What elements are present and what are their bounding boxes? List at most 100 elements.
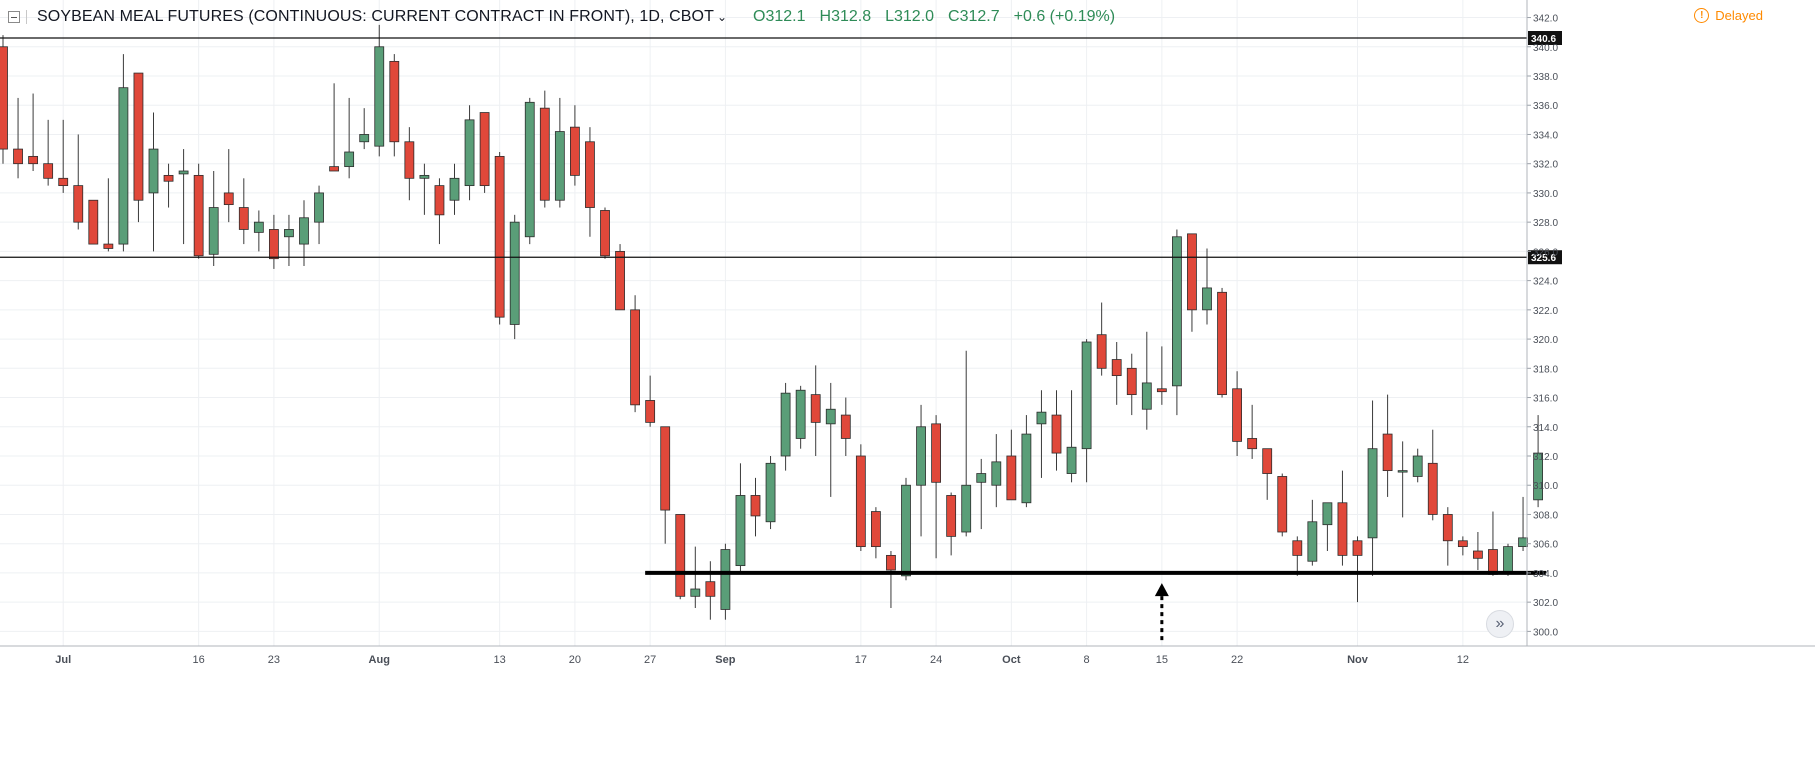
high-value: H312.8	[819, 8, 872, 25]
price-tick-label: 328.0	[1533, 218, 1558, 229]
candle	[615, 244, 625, 311]
candle	[1337, 470, 1348, 566]
candle-body	[961, 484, 972, 533]
candle-body	[1172, 236, 1182, 387]
candle-body	[494, 155, 505, 318]
candle	[1262, 448, 1273, 500]
candle-body	[871, 511, 881, 548]
candle	[1111, 342, 1122, 405]
candle-body	[88, 199, 99, 245]
candle-body	[780, 392, 791, 457]
candle	[118, 54, 129, 252]
candle-body	[1307, 521, 1318, 562]
candle	[238, 178, 249, 245]
candle-body	[284, 229, 294, 238]
time-tick-label: 20	[569, 654, 581, 666]
delayed-badge[interactable]: ! Delayed	[1694, 8, 1763, 23]
candle	[464, 105, 475, 201]
candle-body	[600, 210, 610, 257]
time-tick-label: 27	[644, 654, 656, 666]
candle-body	[208, 207, 219, 255]
candle	[946, 492, 957, 556]
candle-body	[524, 101, 535, 238]
candle	[0, 35, 8, 164]
candle-body	[1533, 452, 1543, 501]
candle-body	[223, 192, 234, 206]
time-tick-label: Sep	[715, 654, 735, 666]
candle	[630, 295, 640, 413]
candle-body	[314, 192, 324, 223]
candle	[795, 385, 806, 449]
candle	[419, 163, 430, 215]
candle-body	[13, 148, 23, 165]
candle-body	[1006, 455, 1017, 501]
time-tick-label: 15	[1156, 654, 1168, 666]
candle-body	[133, 72, 144, 201]
candle	[1051, 390, 1062, 471]
horizontal-lines[interactable]: 340.6 325.6	[0, 31, 1562, 265]
candle-body	[1262, 448, 1273, 474]
candle	[509, 214, 520, 340]
symbol-title[interactable]: SOYBEAN MEAL FUTURES (CONTINUOUS: CURREN…	[37, 8, 714, 25]
candle-body	[359, 134, 370, 143]
time-tick-label: 13	[494, 654, 506, 666]
candle-body	[570, 126, 580, 176]
candle-body	[840, 414, 851, 439]
candle-body	[509, 221, 520, 325]
candle	[103, 178, 114, 252]
candle-body	[901, 484, 911, 577]
candle	[1473, 532, 1483, 570]
candle	[1382, 394, 1393, 497]
price-tick-label: 324.0	[1533, 277, 1558, 288]
price-tick-label: 326.0	[1533, 247, 1558, 258]
candle	[253, 210, 264, 252]
price-line-label: 340.6	[1531, 34, 1556, 45]
annotations	[645, 570, 1547, 641]
candle-body	[1457, 540, 1468, 548]
candle-body	[1337, 502, 1348, 556]
candle	[133, 72, 144, 223]
delayed-label: Delayed	[1715, 8, 1763, 23]
time-tick-label: Jul	[55, 654, 71, 666]
candle	[660, 426, 671, 544]
candle-body	[1021, 433, 1032, 504]
candle	[916, 404, 926, 537]
price-tick-label: 300.0	[1533, 627, 1558, 638]
candle	[810, 365, 821, 456]
candle	[554, 97, 565, 208]
candle	[1006, 429, 1017, 501]
candle-body	[765, 462, 776, 523]
candle-body	[1518, 537, 1528, 548]
price-tick-label: 342.0	[1533, 14, 1558, 25]
candle	[1352, 536, 1363, 603]
arrow-head	[1154, 583, 1169, 597]
candle-body	[1036, 411, 1047, 425]
price-line-label-bg	[1528, 31, 1562, 45]
candle	[1232, 371, 1242, 456]
candle	[1141, 331, 1152, 430]
time-axis[interactable]: 25Jul1623Aug132027Sep1724Oct81522Nov12	[0, 645, 1815, 666]
collapse-legend-button[interactable]	[8, 11, 20, 23]
candle-body	[0, 46, 8, 150]
low-value: L312.0	[885, 8, 935, 25]
candle-body	[464, 119, 475, 187]
candle	[374, 24, 385, 157]
candle	[825, 382, 836, 497]
candle-body	[1081, 341, 1092, 450]
open-value: O312.1	[753, 8, 806, 25]
price-tick-label: 320.0	[1533, 335, 1558, 346]
time-tick-label: 16	[193, 654, 205, 666]
price-axis[interactable]: 300.0 302.0 304.0 306.0 308.0 310.0 312.0 314.0…	[1526, 0, 1558, 646]
scroll-to-realtime-button[interactable]: »	[1486, 610, 1514, 638]
chevron-down-icon[interactable]: ⌄	[716, 10, 728, 24]
candle	[735, 463, 746, 573]
candle	[1172, 229, 1182, 416]
candle-body	[720, 549, 731, 610]
candle	[1367, 400, 1378, 576]
candle	[1322, 502, 1333, 551]
price-tick-label: 310.0	[1533, 481, 1558, 492]
candle	[28, 93, 39, 171]
candle-body	[1126, 367, 1137, 396]
price-tick-label: 318.0	[1533, 364, 1558, 375]
